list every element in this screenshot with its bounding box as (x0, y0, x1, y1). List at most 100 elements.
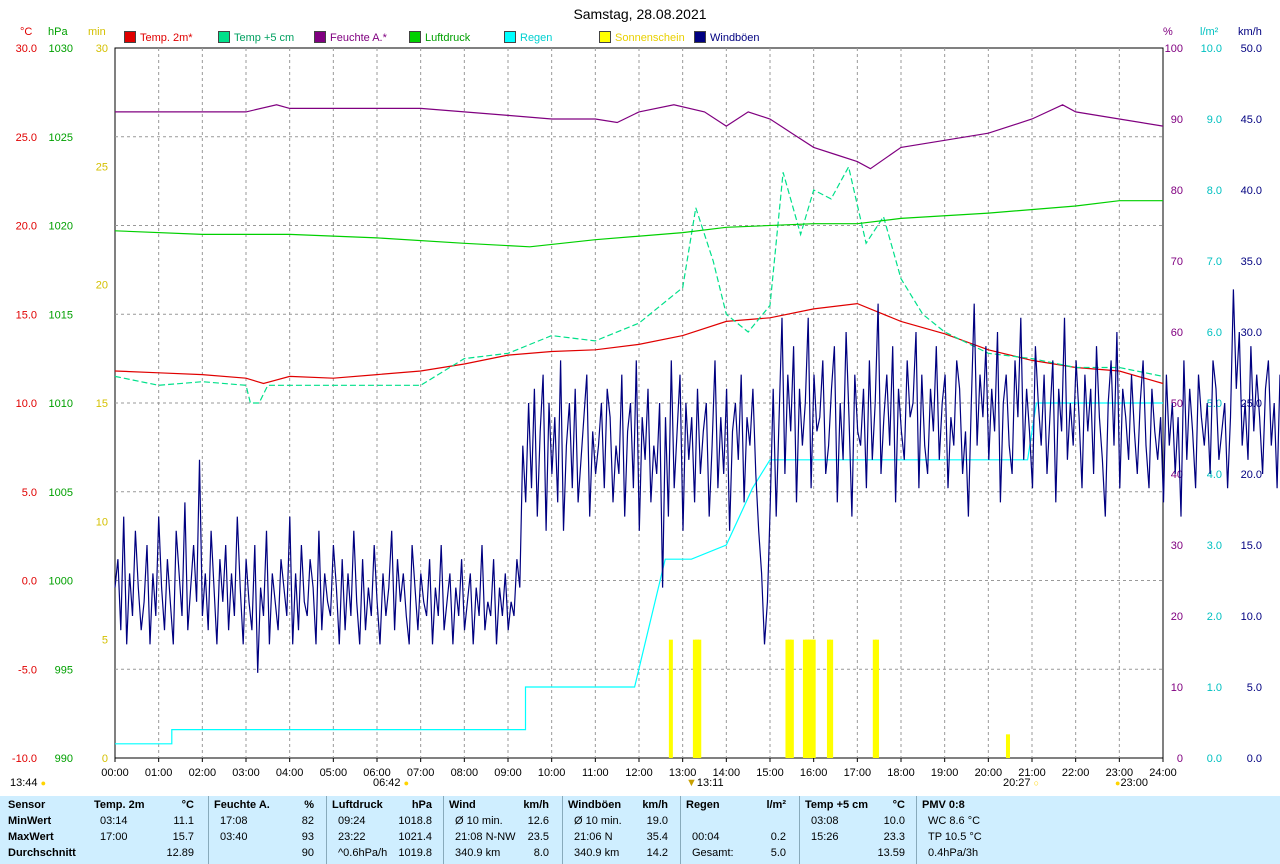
sun-tick-label: 0 (102, 753, 108, 765)
table-cell: 21:06 N (574, 831, 613, 843)
table-cell: 23:22 (338, 831, 366, 843)
sun-tick-label: 20 (96, 280, 108, 292)
legend-item-temp2m[interactable]: Temp. 2m* (124, 31, 193, 45)
sunshine-bar (805, 639, 810, 758)
table-cell: 03:14 (100, 815, 128, 827)
table-cell: ^0.6hPa/h (338, 847, 388, 859)
table-cell: °C (892, 799, 905, 811)
x-tick-label: 13:00 (669, 767, 697, 779)
sun-tick-label: 5 (102, 635, 108, 647)
table-cell: 90 (301, 847, 314, 859)
table-cell: 8.0 (533, 847, 549, 859)
wind-tick-label: 35.0 (1241, 256, 1262, 268)
x-tick-label: 17:00 (844, 767, 872, 779)
table-cell: km/h (642, 799, 668, 811)
legend-label: Temp +5 cm (234, 32, 295, 44)
hum-tick-label: 70 (1171, 256, 1183, 268)
table-cell: MinWert (8, 815, 52, 827)
hum-tick-label: 80 (1171, 185, 1183, 197)
rain-tick-label: 1.0 (1207, 682, 1222, 694)
sunshine-bar (668, 639, 673, 758)
table-cell: Sensor (8, 799, 46, 811)
legend-label: Windböen (710, 32, 760, 44)
hum-tick-label: 10 (1171, 682, 1183, 694)
table-cell: Temp. 2m (94, 799, 145, 811)
series-line-windb-en (114, 289, 1280, 673)
rain-tick-label: 7.0 (1207, 256, 1222, 268)
hum-tick-label: 30 (1171, 540, 1183, 552)
table-cell: Gesamt: (692, 847, 734, 859)
wind-tick-label: 15.0 (1241, 540, 1262, 552)
chart-title: Samstag, 28.08.2021 (573, 6, 707, 22)
table-cell: 23.3 (883, 831, 905, 843)
wind-tick-label: 30.0 (1241, 327, 1262, 339)
table-cell: 5.0 (770, 847, 786, 859)
sunshine-bar (802, 639, 807, 758)
table-cell: 03:40 (220, 831, 248, 843)
x-tick-label: 18:00 (887, 767, 915, 779)
rain-tick-label: 0.0 (1207, 753, 1222, 765)
press-unit: hPa (48, 26, 68, 38)
x-tick-label: 06:00 (363, 767, 391, 779)
rain-tick-label: 9.0 (1207, 114, 1222, 126)
hum-tick-label: 90 (1171, 114, 1183, 126)
legend-item-pressure[interactable]: Luftdruck (409, 31, 470, 45)
sun-unit: min (88, 26, 106, 38)
rain-tick-label: 3.0 (1207, 540, 1222, 552)
table-cell: 13.59 (877, 847, 905, 859)
press-tick-label: 1025 (49, 132, 73, 144)
table-cell: Luftdruck (332, 799, 383, 811)
x-tick-label: 01:00 (145, 767, 173, 779)
legend-swatch (694, 31, 706, 43)
x-tick-label: 05:00 (320, 767, 348, 779)
wind-tick-label: 5.0 (1247, 682, 1262, 694)
temp-tick-label: 30.0 (16, 43, 37, 55)
x-tick-label: 19:00 (931, 767, 959, 779)
solar-noon-marker: ▼13:11 (686, 777, 724, 789)
hum-tick-label: 20 (1171, 611, 1183, 623)
moonrise-marker: 13:44 ● (10, 777, 47, 789)
sunshine-bar (809, 639, 814, 758)
legend-item-sunshine[interactable]: Sonnenschein (599, 31, 685, 45)
table-cell: °C (181, 799, 194, 811)
table-cell: 12.6 (527, 815, 549, 827)
wind-tick-label: 25.0 (1241, 398, 1262, 410)
table-separator (680, 796, 681, 864)
rain-tick-label: 6.0 (1207, 327, 1222, 339)
x-tick-label: 02:00 (189, 767, 217, 779)
sunshine-bar (829, 639, 834, 758)
x-tick-label: 03:00 (232, 767, 260, 779)
press-tick-label: 1015 (49, 309, 73, 321)
table-cell: hPa (411, 799, 432, 811)
sunshine-bar (874, 639, 879, 758)
table-cell: 0.2 (770, 831, 786, 843)
legend-item-humidity[interactable]: Feuchte A.* (314, 31, 387, 45)
table-cell: 09:24 (338, 815, 366, 827)
table-cell: Temp +5 cm (805, 799, 869, 811)
table-cell: Feuchte A. (214, 799, 270, 811)
sunshine-bar (695, 639, 700, 758)
wind-tick-label: 10.0 (1241, 611, 1262, 623)
legend-item-temp5cm[interactable]: Temp +5 cm (218, 31, 294, 45)
sunset-marker: 20:27 ○ (1003, 777, 1040, 789)
x-tick-label: 07:00 (407, 767, 435, 779)
temp-tick-label: 10.0 (16, 398, 37, 410)
wind-unit: km/h (1238, 26, 1262, 38)
table-cell: 82 (301, 815, 314, 827)
moonset-marker: ●23:00 (1115, 777, 1148, 789)
legend-item-rain[interactable]: Regen (504, 31, 552, 45)
series-line-temp-2m- (114, 302, 1164, 385)
sunshine-bar (692, 639, 697, 758)
table-separator (562, 796, 563, 864)
legend-item-windgusts[interactable]: Windböen (694, 31, 760, 45)
table-cell: % (304, 799, 314, 811)
legend-label: Temp. 2m* (140, 32, 193, 44)
sun-icon: ○ (1033, 778, 1040, 788)
temp-tick-label: 0.0 (22, 576, 37, 588)
x-tick-label: 15:00 (756, 767, 784, 779)
table-cell: 21:08 N-NW (455, 831, 516, 843)
table-cell: 340.9 km (455, 847, 501, 859)
press-tick-label: 1030 (49, 43, 73, 55)
x-tick-label: 00:00 (101, 767, 129, 779)
x-tick-label: 24:00 (1149, 767, 1177, 779)
